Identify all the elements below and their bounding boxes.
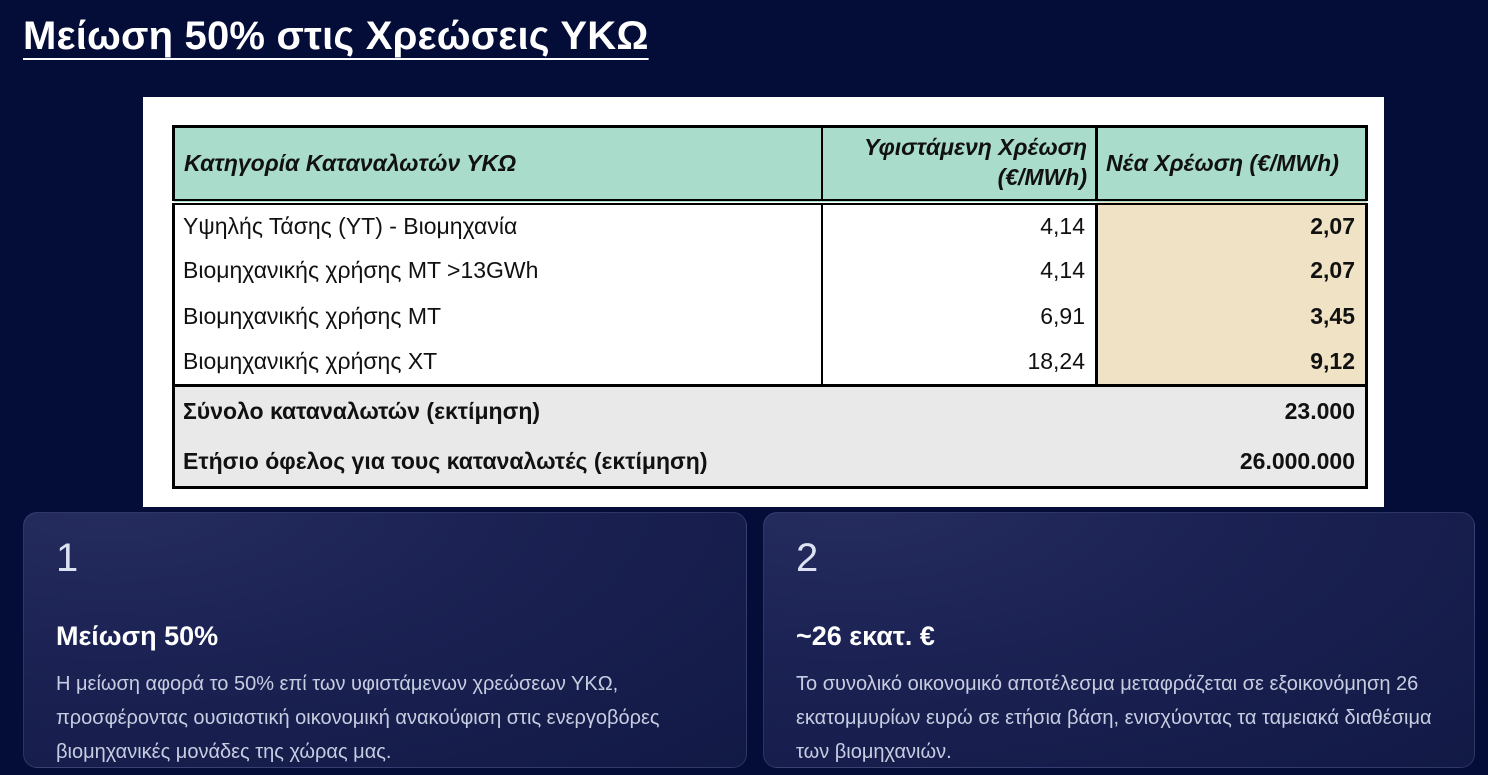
card-number: 2 xyxy=(796,536,819,580)
yko-charges-table: Κατηγορία Καταναλωτών ΥΚΩ Υφιστάμενη Χρέ… xyxy=(172,125,1368,489)
cell-category: Βιομηχανικής χρήσης ΜΤ >13GWh xyxy=(173,247,823,294)
cell-category: Βιομηχανικής χρήσης ΧΤ xyxy=(173,339,823,387)
summary-value: 26.000.000 xyxy=(1096,436,1367,488)
table-row: Βιομηχανικής χρήσης ΜΤ >13GWh 4,14 2,07 xyxy=(173,247,1367,294)
card-title: ~26 εκατ. € xyxy=(796,621,935,651)
cell-category: Υψηλής Τάσης (ΥΤ) - Βιομηχανία xyxy=(173,201,823,248)
card-title: Μείωση 50% xyxy=(56,621,219,651)
cell-new-charge: 9,12 xyxy=(1096,339,1367,387)
header-existing-charge: Υφιστάμενη Χρέωση (€/MWh) xyxy=(821,126,1098,205)
cell-existing-charge: 18,24 xyxy=(821,339,1098,387)
header-new-charge: Νέα Χρέωση (€/MWh) xyxy=(1096,126,1367,205)
cell-existing-charge: 4,14 xyxy=(821,201,1098,248)
summary-row-total-consumers: Σύνολο καταναλωτών (εκτίμηση) 23.000 xyxy=(173,385,1367,437)
header-category: Κατηγορία Καταναλωτών ΥΚΩ xyxy=(173,126,823,205)
summary-row-annual-benefit: Ετήσιο όφελος για τους καταναλωτές (εκτί… xyxy=(173,436,1367,488)
table-row: Βιομηχανικής χρήσης ΜΤ 6,91 3,45 xyxy=(173,293,1367,340)
card-number: 1 xyxy=(56,536,79,580)
table-header-row: Κατηγορία Καταναλωτών ΥΚΩ Υφιστάμενη Χρέ… xyxy=(173,126,1367,205)
page-title: Μείωση 50% στις Χρεώσεις ΥΚΩ xyxy=(23,14,649,58)
summary-label: Ετήσιο όφελος για τους καταναλωτές (εκτί… xyxy=(173,436,1097,488)
summary-value: 23.000 xyxy=(1096,385,1367,437)
table-row: Βιομηχανικής χρήσης ΧΤ 18,24 9,12 xyxy=(173,339,1367,387)
cell-new-charge: 3,45 xyxy=(1096,293,1367,340)
summary-label: Σύνολο καταναλωτών (εκτίμηση) xyxy=(173,385,1097,437)
cell-new-charge: 2,07 xyxy=(1096,247,1367,294)
card-body: Η μείωση αφορά το 50% επί των υφιστάμενω… xyxy=(56,673,660,763)
card-reduction-50: 1 Μείωση 50% Η μείωση αφορά το 50% επί τ… xyxy=(23,512,747,768)
cell-new-charge: 2,07 xyxy=(1096,201,1367,248)
table-row: Υψηλής Τάσης (ΥΤ) - Βιομηχανία 4,14 2,07 xyxy=(173,201,1367,248)
table-panel: Κατηγορία Καταναλωτών ΥΚΩ Υφιστάμενη Χρέ… xyxy=(143,97,1384,507)
cell-existing-charge: 6,91 xyxy=(821,293,1098,340)
card-savings-26m: 2 ~26 εκατ. € Το συνολικό οικονομικό απο… xyxy=(763,512,1475,768)
cell-existing-charge: 4,14 xyxy=(821,247,1098,294)
card-body: Το συνολικό οικονομικό αποτέλεσμα μεταφρ… xyxy=(796,673,1432,763)
cell-category: Βιομηχανικής χρήσης ΜΤ xyxy=(173,293,823,340)
